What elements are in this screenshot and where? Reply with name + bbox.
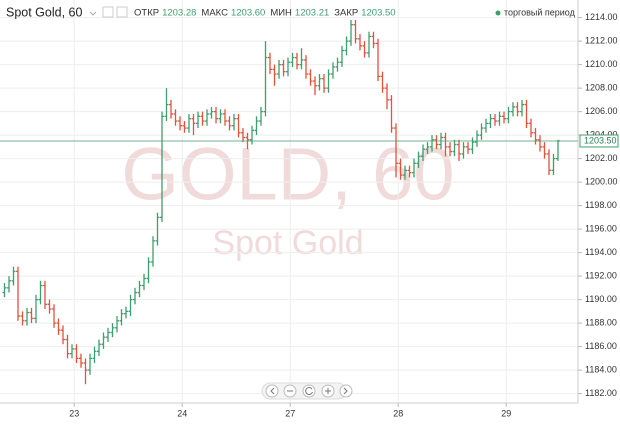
header: Spot Gold, 60 торговый период ОТКР 1203.2… [6,5,576,19]
y-tick-label: 1208.00 [585,82,618,92]
nav-glyphs [270,387,348,395]
legend-name: МАКС [201,8,228,19]
y-tick-label: 1192.00 [585,270,617,280]
legend-value: 1203.60 [231,8,265,19]
settings-icon[interactable] [102,6,114,18]
chart-title: Spot Gold, 60 [6,5,82,19]
reset[interactable] [302,384,316,398]
last-price-box [579,134,619,148]
nav-right[interactable] [339,384,353,398]
y-tick-label: 1210.00 [585,59,618,69]
last-price-label: 1203.50 [584,135,617,145]
grid [0,0,578,403]
y-tick-label: 1212.00 [585,35,618,45]
legend-name: ОТКР [134,8,159,19]
y-tick-label: 1196.00 [585,223,617,233]
x-tick-label: 24 [177,408,187,418]
reset-glyph [305,387,313,396]
y-tick-label: 1184.00 [585,364,617,374]
x-tick-label: 23 [69,408,79,418]
legend-value: 1203.28 [162,8,196,19]
y-tick-label: 1186.00 [585,341,617,351]
y-tick-label: 1214.00 [585,12,618,22]
navigation [261,382,353,400]
y-tick-label: 1198.00 [585,200,617,210]
x-tick-label: 28 [393,408,403,418]
y-tick-label: 1200.00 [585,176,618,186]
y-tick-label: 1206.00 [585,106,618,116]
dropdown-icon[interactable] [89,11,97,16]
nav-left[interactable] [265,384,279,398]
x-tick-label: 27 [285,408,295,418]
y-tick-label: 1202.00 [585,153,618,163]
y-tick-label: 1194.00 [585,247,617,257]
legend-value: 1203.50 [361,8,395,19]
y-tick-label: 1182.00 [585,388,617,398]
legend-name: МИН [270,8,292,19]
watermark-title: GOLD, 60 [121,133,454,216]
bars [2,19,560,385]
watermark-subtitle: Spot Gold [212,224,363,262]
session-label: торговый период [504,7,576,17]
x-tick-label: 29 [501,408,511,418]
close-icon[interactable] [116,6,128,18]
session-dot [495,10,501,16]
legend-value: 1203.21 [295,8,329,19]
legend-name: ЗАКР [334,8,358,19]
y-tick-label: 1188.00 [585,317,617,327]
y-tick-label: 1190.00 [585,294,617,304]
watermark: GOLD, 60 Spot Gold [121,133,454,262]
